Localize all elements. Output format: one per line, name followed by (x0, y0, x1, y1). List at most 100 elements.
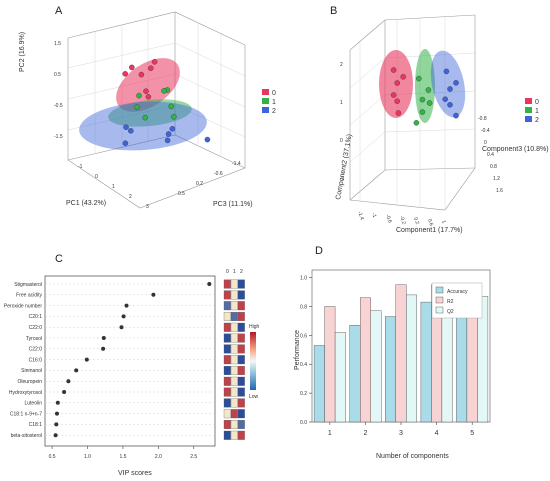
panel-a-ztick: 0.5 (178, 191, 185, 197)
heat-cell (237, 312, 245, 321)
panel-d-legend: Accuracy R2 Q2 (431, 282, 483, 319)
heat-cell (223, 398, 231, 408)
panel-b-points (390, 67, 459, 126)
panel-a-point-0-2 (151, 59, 158, 65)
panel-d: D * 1 2 3 4 5 0.0 0.2 0.4 0.6 0.8 1.0 Number of co… (294, 245, 491, 460)
panel-b-point-1-5 (426, 100, 433, 106)
d-xtick-label: 5 (470, 430, 474, 437)
vip-point (121, 314, 126, 319)
panel-a-xtick: 1 (112, 184, 115, 190)
panel-a-point-2-2 (165, 131, 172, 137)
panel-b-ztick: 0.8 (490, 164, 497, 170)
panel-a-point-1-2 (168, 103, 174, 110)
panel-b-point-2-4 (453, 112, 459, 119)
panel-b-point-1-3 (425, 87, 432, 93)
vip-point (62, 390, 67, 394)
panel-b-point-2-5 (442, 96, 448, 102)
panel-b-xtick: 0.2 (412, 217, 420, 226)
heat-cell (230, 355, 238, 365)
panel-b-ytick: 2 (340, 62, 343, 68)
panel-b-ytick: -1 (340, 176, 345, 182)
panel-a-point-2-5 (204, 136, 211, 143)
vip-label: Free acidity (16, 293, 42, 299)
heat-cell (223, 355, 231, 365)
legend-label-0: 0 (272, 90, 276, 97)
vip-xtick-label: 2.0 (155, 454, 162, 460)
vip-point (74, 368, 79, 373)
panel-a-ellipses (79, 58, 207, 151)
panel-c-plot-frame (44, 275, 216, 447)
panel-a-point-2-3 (164, 137, 171, 144)
panel-d-letter: D (315, 245, 323, 257)
bar-accuracy-4 (420, 301, 432, 423)
panel-a-legend: 0 1 2 (262, 89, 276, 115)
bar-accuracy-1 (313, 345, 325, 423)
bar-accuracy-3 (385, 316, 396, 423)
bar-r2-2 (360, 297, 371, 423)
panel-a-ticks: 1.5 0.5 -0.5 -1.5 -1 0 1 2 3 -1.4 -0.6 0.2 0.5 (54, 41, 241, 210)
bar-q2-3 (406, 294, 417, 423)
heat-cell (237, 301, 245, 311)
vip-label: Stigmasterol (14, 282, 42, 288)
d-ytick-label: 0.0 (300, 420, 307, 426)
panel-b-point-2-2 (447, 102, 453, 108)
panel-a-ztick: -0.6 (214, 171, 223, 177)
heat-cell (237, 322, 245, 332)
panel-a-ytick: -1.5 (54, 134, 63, 140)
panel-b-point-1-1 (419, 96, 426, 103)
panel-a-ztick: -1.4 (232, 161, 241, 167)
vip-point (53, 433, 58, 438)
heat-scale-high: High (249, 324, 260, 330)
panel-a-ztick: 0.2 (196, 181, 203, 187)
heat-cell (230, 420, 238, 429)
panel-c-letter: C (55, 253, 63, 265)
heat-cell (223, 430, 231, 440)
heat-cell (237, 387, 245, 397)
panel-b-xtick: -1.4 (356, 211, 365, 221)
heat-cell (223, 366, 231, 375)
heat-cell (230, 279, 238, 289)
panel-b-point-2-3 (453, 80, 459, 86)
bar-q2-5 (477, 296, 489, 423)
d-legend-label: Q2 (447, 309, 454, 315)
panel-a-ytick: -0.5 (54, 103, 63, 109)
heat-cell (223, 420, 231, 429)
legend-swatch-2 (525, 116, 532, 122)
heat-cell (230, 322, 238, 332)
heat-cell (230, 301, 238, 311)
panel-c-heat-header: 0 1 2 (226, 269, 243, 275)
heat-cell (230, 387, 238, 397)
heat-cell (230, 409, 238, 419)
d-xtick-label: 4 (435, 430, 439, 437)
panel-a-points (122, 59, 211, 146)
panel-a-point-0-0 (129, 64, 135, 71)
heat-cell (223, 279, 231, 289)
panel-b: B Component1 (17.7%) Component3 (10.8%) … (330, 5, 549, 234)
panel-a-point-0-6 (145, 94, 152, 100)
vip-point (124, 303, 129, 308)
legend-label-1: 1 (272, 99, 276, 106)
panel-a-ylabel: PC2 (16.9%) (19, 32, 26, 72)
heat-cell (223, 301, 231, 311)
panel-a-xtick: -1 (78, 164, 83, 170)
vip-label: Sinmanol (21, 368, 42, 374)
heat-cell (223, 344, 231, 354)
heat-cell (237, 290, 245, 300)
panel-b-ztick: -0.4 (481, 128, 490, 134)
vip-xtick-label: 1.5 (119, 454, 126, 460)
d-legend-swatch (435, 296, 444, 304)
d-xtick-label: 1 (328, 430, 332, 437)
panel-a-point-1-0 (134, 104, 140, 110)
panel-a-ytick: 0.5 (54, 72, 61, 78)
d-ytick-label: 1.0 (300, 276, 307, 282)
vip-label: C20:1 (29, 314, 43, 320)
d-ytick-label: 0.4 (300, 362, 307, 368)
vip-point (55, 411, 59, 416)
panel-d-xlabel: Number of components (376, 453, 449, 460)
heat-header-2: 2 (240, 269, 243, 275)
heat-cell (237, 430, 245, 440)
panel-c-rows: Stigmasterol Free acidity Peroxide number C… (4, 282, 215, 439)
panel-a-xlabel: PC1 (43.2%) (66, 200, 106, 207)
heat-cell (223, 387, 231, 397)
